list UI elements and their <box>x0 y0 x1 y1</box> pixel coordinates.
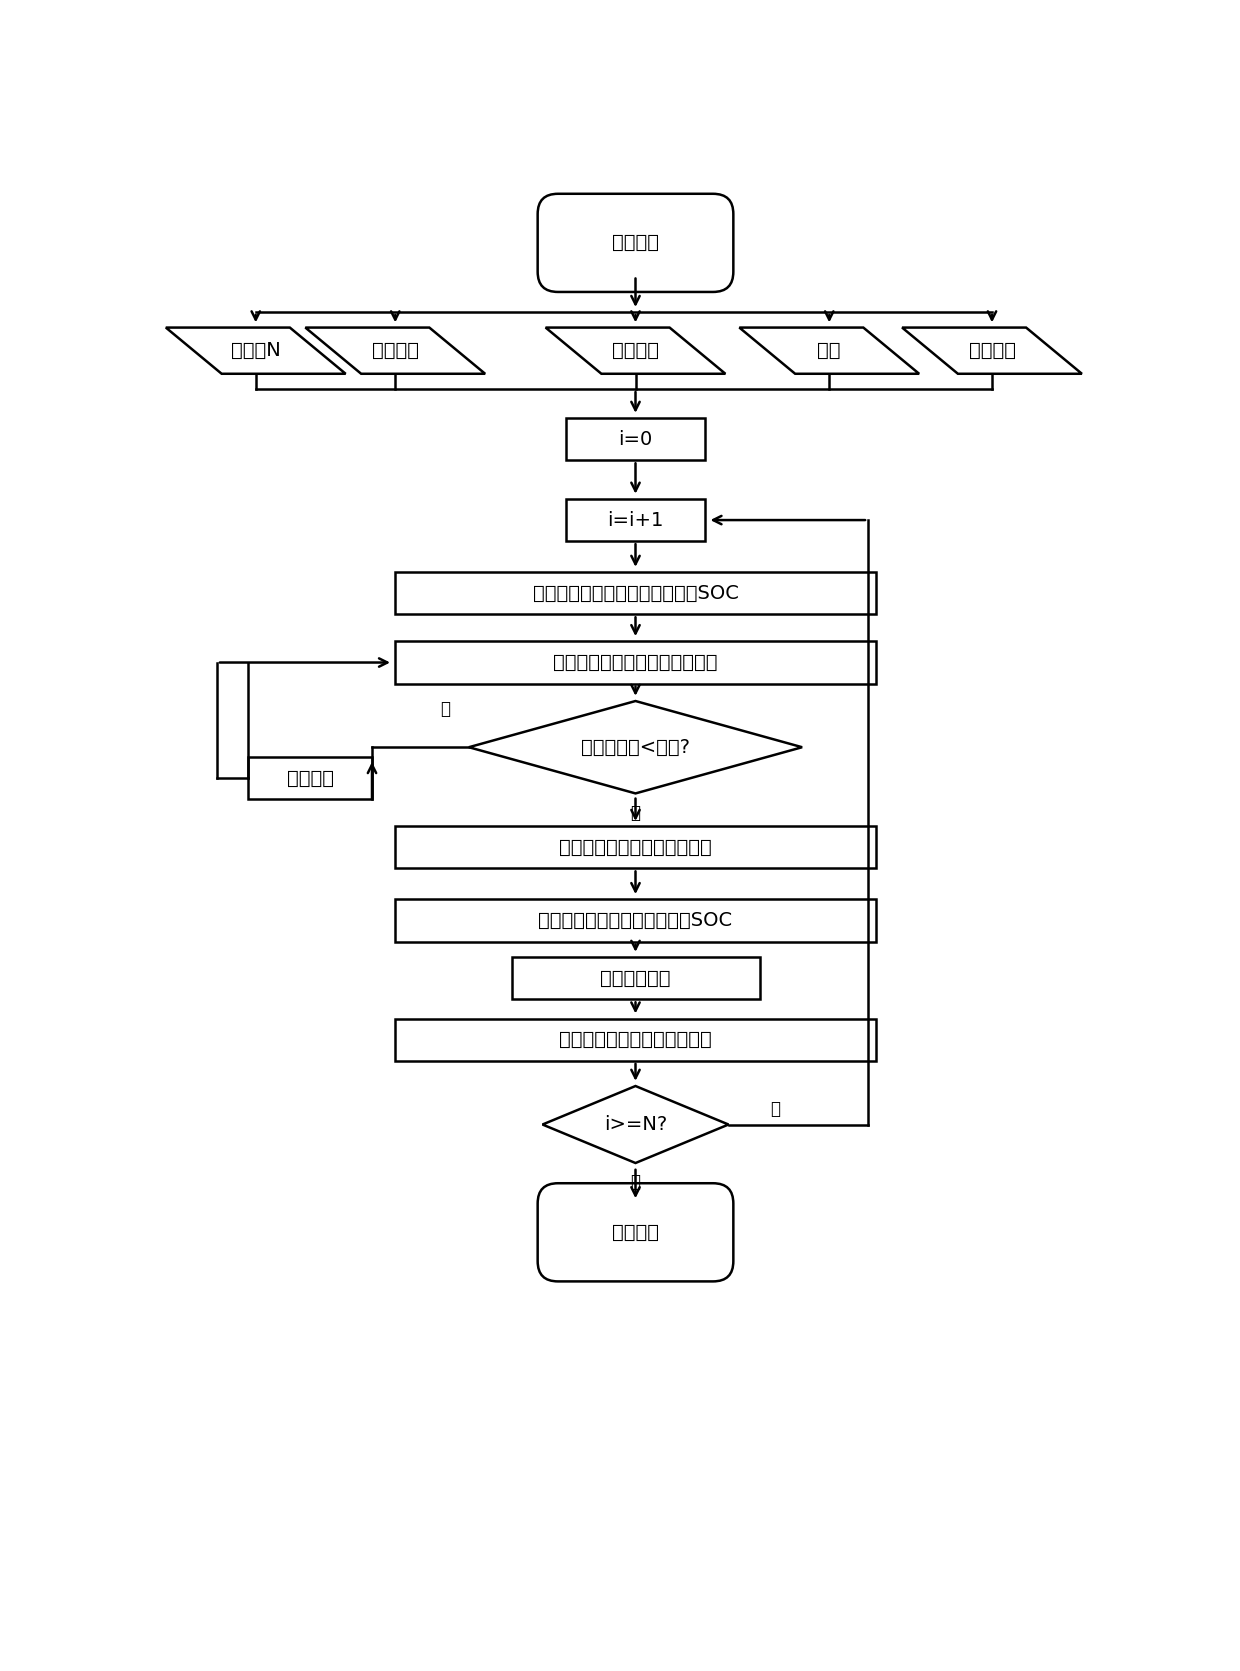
Bar <box>396 825 875 869</box>
Text: 抽取出发时间，出发地点和起始SOC: 抽取出发时间，出发地点和起始SOC <box>532 583 739 603</box>
Polygon shape <box>546 328 725 374</box>
Text: 充电方式: 充电方式 <box>613 341 658 361</box>
Text: 否: 否 <box>770 1100 780 1118</box>
Text: 计算充电起始时刻和荷电状态SOC: 计算充电起始时刻和荷电状态SOC <box>538 911 733 931</box>
Text: 计算电动汽车位置和电量百分比: 计算电动汽车位置和电量百分比 <box>553 653 718 672</box>
Text: 电量百分比<阈值?: 电量百分比<阈值? <box>582 737 689 757</box>
Text: 计算充电负荷，累加负荷曲线: 计算充电负荷，累加负荷曲线 <box>559 1031 712 1049</box>
Text: 正常行驶: 正常行驶 <box>286 769 334 787</box>
FancyBboxPatch shape <box>538 194 733 292</box>
Text: 计算充电时长: 计算充电时长 <box>600 969 671 988</box>
Text: i=i+1: i=i+1 <box>608 511 663 530</box>
Text: 车辆类型: 车辆类型 <box>372 341 419 361</box>
Polygon shape <box>166 328 346 374</box>
Text: i>=N?: i>=N? <box>604 1115 667 1135</box>
Polygon shape <box>305 328 485 374</box>
Text: i=0: i=0 <box>619 429 652 449</box>
Text: 否: 否 <box>440 700 450 719</box>
Text: 是: 是 <box>630 1173 641 1191</box>
Polygon shape <box>543 1086 729 1163</box>
Bar <box>396 642 875 683</box>
Bar <box>565 500 706 541</box>
Polygon shape <box>903 328 1081 374</box>
Polygon shape <box>739 328 919 374</box>
Bar <box>565 418 706 461</box>
Bar <box>396 571 875 615</box>
Bar <box>396 1019 875 1061</box>
Bar <box>248 757 372 799</box>
Text: 仿真开始: 仿真开始 <box>613 234 658 252</box>
Bar <box>511 957 759 999</box>
Text: 电耗: 电耗 <box>817 341 841 361</box>
FancyBboxPatch shape <box>538 1183 733 1282</box>
Text: 是: 是 <box>630 804 641 822</box>
Polygon shape <box>469 702 802 794</box>
Text: 最短路径法寻找最近的充电站: 最短路径法寻找最近的充电站 <box>559 837 712 857</box>
Text: 仿真结束: 仿真结束 <box>613 1223 658 1242</box>
Text: 车辆数N: 车辆数N <box>231 341 280 361</box>
Bar <box>396 899 875 942</box>
Text: 路网流量: 路网流量 <box>968 341 1016 361</box>
